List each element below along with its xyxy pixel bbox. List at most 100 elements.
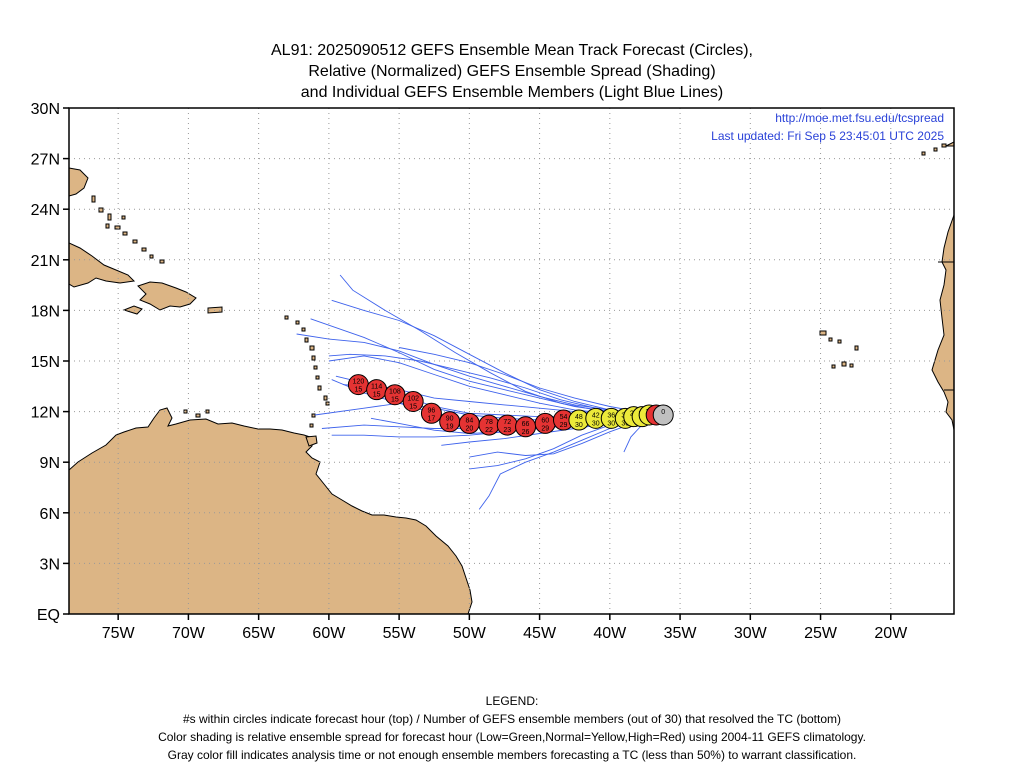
track-member-count: 20 <box>465 425 473 432</box>
lon-tick-label: 60W <box>312 625 346 642</box>
longitude-labels: 75W 70W 65W 60W 55W 50W 45W 40W 35W 30W 25W 20W <box>102 625 908 642</box>
track-forecast-hour: 54 <box>560 414 568 421</box>
track-member-count: 22 <box>485 427 493 434</box>
lon-tick-label: 25W <box>804 625 838 642</box>
land-jamaica <box>122 305 143 315</box>
land-canary-islands <box>921 143 947 156</box>
track-member-count: 30 <box>575 422 583 429</box>
last-updated-text: Last updated: Fri Sep 5 23:45:01 UTC 202… <box>711 129 944 143</box>
lat-tick-label: 24N <box>31 202 60 219</box>
track-member-count: 23 <box>503 427 511 434</box>
track-forecast-hour: 48 <box>575 414 583 421</box>
lon-tick-label: 20W <box>874 625 908 642</box>
track-member-count: 30 <box>621 420 629 427</box>
legend-line-1: #s within circles indicate forecast hour… <box>182 712 842 726</box>
lat-tick-label: 30N <box>31 101 60 118</box>
lat-tick-label: 3N <box>40 556 60 573</box>
legend-heading: LEGEND: <box>485 694 539 708</box>
track-member-count: 15 <box>409 403 417 410</box>
lon-tick-label: 65W <box>242 625 276 642</box>
track-forecast-hour: 84 <box>465 417 473 424</box>
track-member-count: 29 <box>560 422 568 429</box>
land-west-africa <box>931 141 954 431</box>
land-bahamas <box>91 195 165 264</box>
track-forecast-hour: 60 <box>541 417 549 424</box>
track-forecast-hour: 96 <box>428 407 436 414</box>
track-forecast-hour: 102 <box>407 395 419 402</box>
lat-tick-label: 6N <box>40 506 60 523</box>
track-forecast-hour: 90 <box>446 416 454 423</box>
chart-title: AL91: 2025090512 GEFS Ensemble Mean Trac… <box>0 40 1024 103</box>
title-line-2: Relative (Normalized) GEFS Ensemble Spre… <box>308 63 716 80</box>
track-forecast-hour: 120 <box>353 379 365 386</box>
track-member-count: 15 <box>373 392 381 399</box>
track-circle <box>420 402 442 424</box>
axis-ticks <box>63 107 892 620</box>
land-cuba <box>69 242 136 288</box>
land-cape-verde <box>819 330 859 369</box>
lat-tick-label: EQ <box>37 607 60 624</box>
land-florida <box>69 167 89 197</box>
track-circle <box>402 390 424 412</box>
track-member-count: 29 <box>541 425 549 432</box>
track-member-count: 15 <box>354 387 362 394</box>
lat-tick-label: 15N <box>31 354 60 371</box>
track-forecast-hour: 42 <box>592 412 600 419</box>
lon-tick-label: 75W <box>102 625 136 642</box>
track-point: 0 <box>652 404 674 426</box>
lat-tick-label: 12N <box>31 405 60 422</box>
land-trinidad <box>305 435 318 447</box>
lat-tick-label: 18N <box>31 303 60 320</box>
track-member-count: 17 <box>428 415 436 422</box>
legend-line-3: Gray color fill indicates analysis time … <box>167 748 857 762</box>
lat-tick-label: 21N <box>31 253 60 270</box>
lat-tick-label: 9N <box>40 455 60 472</box>
track-forecast-hour: 108 <box>389 389 401 396</box>
title-line-1: AL91: 2025090512 GEFS Ensemble Mean Trac… <box>271 42 753 59</box>
track-member-count: 30 <box>592 420 600 427</box>
track-member-count: 15 <box>391 397 399 404</box>
lon-tick-label: 70W <box>172 625 206 642</box>
land-south-america <box>69 407 473 614</box>
track-forecast-hour: 0 <box>661 409 665 416</box>
lon-tick-label: 55W <box>383 625 417 642</box>
lon-tick-label: 50W <box>453 625 487 642</box>
track-forecast-hour: 78 <box>485 419 493 426</box>
legend-line-2: Color shading is relative ensemble sprea… <box>158 730 866 744</box>
lon-tick-label: 45W <box>523 625 557 642</box>
track-forecast-hour: 114 <box>371 384 382 391</box>
lon-tick-label: 35W <box>664 625 698 642</box>
source-url-link[interactable]: http://moe.met.fsu.edu/tcspread <box>775 111 944 125</box>
track-forecast-hour: 36 <box>607 412 615 419</box>
land-layer <box>69 141 954 614</box>
lon-tick-label: 40W <box>593 625 627 642</box>
lon-tick-label: 30W <box>734 625 768 642</box>
title-line-3: and Individual GEFS Ensemble Members (Li… <box>300 84 724 101</box>
track-circle <box>384 384 406 406</box>
track-member-count: 26 <box>522 429 530 436</box>
legend: LEGEND: #s within circles indicate forec… <box>0 692 1024 764</box>
latitude-labels: EQ 3N 6N 9N 12N 15N 18N 21N 24N 27N 30N <box>31 101 60 624</box>
track-member-count: 30 <box>607 420 615 427</box>
track-member-count: 19 <box>446 424 454 431</box>
track-circle <box>652 404 674 426</box>
track-forecast-hour: 72 <box>503 419 511 426</box>
track-forecast-hour: 66 <box>522 421 530 428</box>
land-hispaniola <box>137 281 197 311</box>
lat-tick-label: 27N <box>31 152 60 169</box>
